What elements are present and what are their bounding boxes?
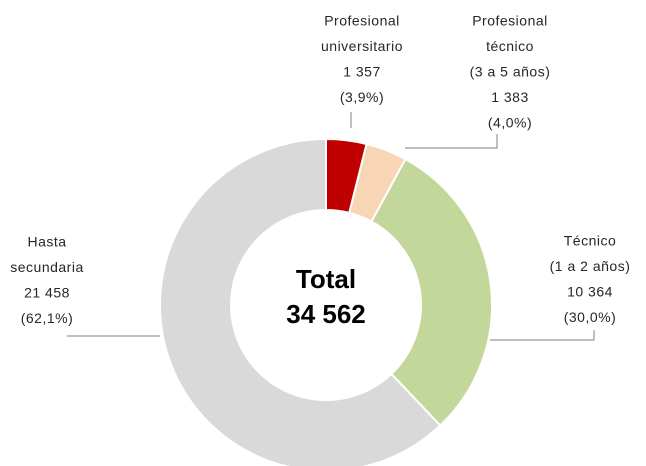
percent-label: (4,0%) (488, 115, 532, 131)
segment-label: Profesional (472, 13, 548, 29)
value-label: 1 383 (491, 89, 529, 105)
value-label: 1 357 (343, 64, 381, 80)
percent-label: (62,1%) (21, 310, 74, 326)
donut-segment (159, 137, 442, 466)
percent-label: (30,0%) (564, 309, 617, 325)
donut-segment (325, 137, 368, 215)
value-label: 21 458 (24, 285, 70, 301)
segment-label: secundaria (10, 259, 84, 275)
percent-label: (3,9%) (340, 89, 384, 105)
segment-label: universitario (321, 38, 403, 54)
segment-label: (3 a 5 años) (470, 64, 551, 80)
center-total: 34 562 (286, 299, 366, 329)
leader-line (490, 330, 595, 341)
value-label: 10 364 (567, 284, 613, 300)
segment-label: técnico (486, 38, 534, 54)
center-label: Total (296, 264, 356, 294)
donut-segment (347, 142, 407, 223)
donut-segment (370, 157, 493, 427)
segment-label: (1 a 2 años) (550, 258, 631, 274)
segment-label: Profesional (324, 13, 400, 29)
segment-label: Técnico (564, 233, 617, 249)
segment-label: Hasta (27, 234, 66, 250)
leader-line (405, 134, 498, 149)
